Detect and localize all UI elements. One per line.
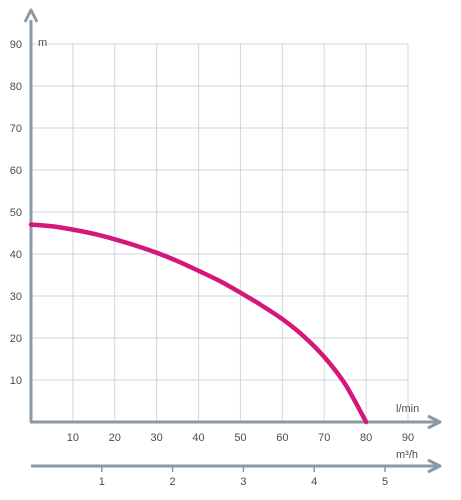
- y-tick-label: 70: [10, 123, 22, 135]
- y-tick-label: 20: [10, 333, 22, 345]
- y-axis-arrow: [23, 8, 39, 23]
- x-tick-label: 70: [318, 432, 330, 444]
- y-tick-label: 50: [10, 207, 22, 219]
- x2-tick-label: 2: [170, 476, 176, 488]
- x2-tick-label: 5: [382, 476, 388, 488]
- x2-axis-arrow: [427, 458, 442, 474]
- y-tick-label: 10: [10, 375, 22, 387]
- y-tick-label: 30: [10, 291, 22, 303]
- axes: [23, 8, 442, 474]
- x2-tick-label: 3: [240, 476, 246, 488]
- x-tick-label: 20: [109, 432, 121, 444]
- labels: m l/min m³/h 10 20 30 40 50 60 70 80 90 10 20 30 40 5…: [10, 37, 419, 488]
- y-tick-label: 90: [10, 39, 22, 51]
- x-tick-label: 40: [192, 432, 204, 444]
- x-tick-label: 50: [234, 432, 246, 444]
- x-tick-label: 80: [360, 432, 372, 444]
- y-tick-label: 80: [10, 81, 22, 93]
- x-tick-label: 90: [402, 432, 414, 444]
- grid: [31, 43, 409, 422]
- x-tick-label: 10: [67, 432, 79, 444]
- series-layer: [28, 222, 369, 425]
- x-axis-label: l/min: [396, 403, 419, 415]
- y-tick-label: 60: [10, 165, 22, 177]
- x2-axis-label: m³/h: [396, 449, 418, 461]
- x-tick-label: 60: [276, 432, 288, 444]
- pump-curve-line: [28, 222, 369, 425]
- x-tick-label: 30: [151, 432, 163, 444]
- x-axis-arrow: [427, 414, 442, 430]
- y-tick-label: 40: [10, 249, 22, 261]
- x2-tick-label: 1: [99, 476, 105, 488]
- y-axis-label: m: [38, 37, 47, 49]
- x2-tick-label: 4: [311, 476, 317, 488]
